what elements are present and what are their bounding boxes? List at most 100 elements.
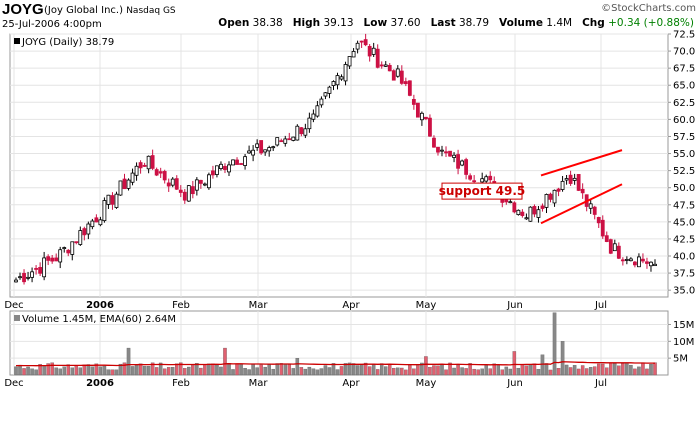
price-candle bbox=[223, 166, 227, 170]
volume-bar bbox=[572, 365, 577, 376]
volume-bar bbox=[70, 367, 75, 376]
volume-bar bbox=[14, 366, 18, 376]
volume-bar bbox=[30, 368, 34, 376]
price-candle bbox=[472, 180, 477, 183]
price-candle bbox=[528, 206, 533, 222]
price-candle bbox=[142, 164, 147, 167]
price-candle bbox=[436, 146, 440, 153]
volume-bar bbox=[564, 364, 569, 376]
volume-bar bbox=[351, 363, 356, 376]
price-xtick-label: Apr bbox=[342, 300, 360, 311]
price-candle bbox=[600, 219, 605, 237]
price-ytick-label: 40.0 bbox=[673, 252, 695, 263]
volume-bar bbox=[259, 364, 263, 376]
volume-bar bbox=[130, 366, 135, 376]
price-candle bbox=[307, 117, 312, 130]
volume-bar bbox=[416, 365, 420, 376]
price-candle bbox=[641, 258, 645, 262]
price-ytick-label: 57.5 bbox=[673, 132, 695, 143]
price-candle bbox=[616, 245, 621, 259]
volume-bar bbox=[215, 364, 219, 376]
volume-bar bbox=[580, 365, 585, 376]
price-candle bbox=[628, 258, 633, 262]
volume-bar bbox=[508, 368, 513, 376]
volume-bar bbox=[400, 367, 404, 376]
volume-bar bbox=[134, 364, 139, 376]
volume-bar bbox=[255, 367, 259, 376]
volume-bar bbox=[605, 367, 609, 376]
price-candle bbox=[432, 137, 436, 148]
price-candle bbox=[299, 127, 304, 135]
price-candle bbox=[375, 48, 380, 68]
price-candle bbox=[645, 261, 649, 264]
price-xtick-label: Mar bbox=[249, 300, 269, 311]
price-candle bbox=[303, 128, 308, 136]
volume-bar bbox=[428, 367, 432, 376]
price-candle bbox=[30, 271, 34, 278]
price-candle bbox=[158, 171, 163, 174]
volume-bar bbox=[504, 366, 509, 376]
volume-bar bbox=[183, 368, 187, 376]
volume-bar bbox=[231, 369, 235, 376]
volume-bar bbox=[170, 366, 175, 376]
price-candle bbox=[66, 249, 71, 254]
price-candle bbox=[235, 159, 239, 165]
volume-bar bbox=[247, 369, 251, 376]
price-candle bbox=[98, 219, 103, 226]
volume-bar bbox=[432, 365, 436, 376]
volume-bar bbox=[613, 363, 617, 376]
open-value: 38.38 bbox=[252, 17, 283, 29]
price-candle bbox=[150, 155, 155, 169]
price-candle bbox=[110, 195, 115, 205]
ticker-symbol: JOYG bbox=[2, 1, 44, 18]
price-candle bbox=[202, 183, 207, 186]
volume-bar bbox=[520, 364, 525, 376]
volume-bar bbox=[560, 341, 565, 376]
volume-xtick-label: Dec bbox=[4, 378, 23, 389]
volume-bar bbox=[641, 362, 645, 376]
price-ytick-label: 67.5 bbox=[673, 64, 695, 75]
volume-xtick-label: Jul bbox=[594, 378, 607, 389]
price-candle bbox=[592, 206, 597, 215]
volume-label: Volume bbox=[499, 17, 543, 29]
volume-bar bbox=[649, 364, 653, 376]
low-value: 37.60 bbox=[390, 17, 421, 29]
price-candle bbox=[82, 228, 87, 236]
price-candle bbox=[653, 263, 657, 267]
price-candle bbox=[198, 179, 203, 184]
stockcharts-logo: ©StockCharts.com bbox=[601, 3, 696, 14]
volume-bar bbox=[235, 363, 239, 376]
volume-bar bbox=[464, 368, 468, 376]
volume-bar bbox=[347, 362, 352, 376]
price-candle bbox=[118, 180, 123, 196]
volume-bar bbox=[187, 366, 191, 376]
volume-bar bbox=[303, 368, 308, 376]
price-candle bbox=[560, 180, 565, 190]
price-candle bbox=[207, 174, 211, 189]
price-candle bbox=[130, 172, 135, 183]
volume-xtick-label: May bbox=[416, 378, 437, 389]
volume-bar bbox=[625, 363, 629, 376]
volume-bar bbox=[596, 363, 601, 376]
volume-bar bbox=[584, 368, 589, 376]
price-candle bbox=[440, 149, 444, 152]
price-candle bbox=[271, 146, 276, 149]
volume-bar bbox=[211, 363, 215, 376]
price-candle bbox=[424, 116, 428, 120]
volume-bar bbox=[150, 362, 155, 376]
price-candle bbox=[42, 257, 47, 278]
price-candle bbox=[146, 155, 151, 170]
price-candle bbox=[86, 223, 91, 235]
price-candle bbox=[536, 209, 541, 218]
price-candle bbox=[568, 174, 573, 184]
volume-bar bbox=[552, 312, 557, 376]
volume-bar bbox=[440, 363, 444, 376]
price-candle bbox=[351, 51, 356, 58]
volume-bar bbox=[339, 366, 344, 376]
volume-bar bbox=[404, 369, 408, 376]
volume-bar bbox=[500, 369, 505, 376]
volume-bar bbox=[38, 364, 42, 376]
price-legend-icon bbox=[14, 38, 20, 44]
price-ytick-label: 35.0 bbox=[673, 286, 695, 297]
price-ytick-label: 47.5 bbox=[673, 200, 695, 211]
